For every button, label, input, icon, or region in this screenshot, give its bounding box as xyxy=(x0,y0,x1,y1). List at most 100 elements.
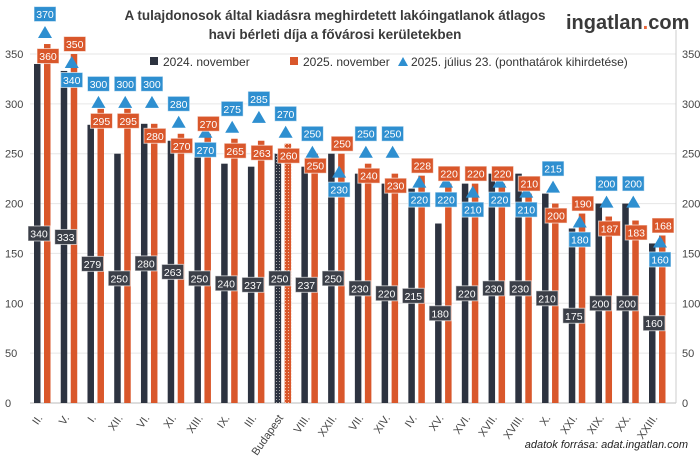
bar-2025 xyxy=(632,220,639,403)
data-label-2024-box xyxy=(80,255,104,272)
data-label-2024: 220 xyxy=(458,288,476,300)
legend-label: 2025. november xyxy=(303,55,390,69)
legend-label: 2024. november xyxy=(163,55,250,69)
data-label-2024-box xyxy=(161,263,185,280)
data-label-2025-box xyxy=(303,157,327,174)
data-label-july: 300 xyxy=(116,79,134,91)
data-label-july-box xyxy=(354,125,378,142)
data-label-2025: 200 xyxy=(547,211,565,223)
data-label-july: 160 xyxy=(651,254,669,266)
bar-2025 xyxy=(231,138,238,403)
data-label-2025: 350 xyxy=(66,39,84,51)
data-label-2025: 295 xyxy=(93,116,111,128)
data-label-2025: 250 xyxy=(307,161,325,173)
legend-triangle-icon xyxy=(398,57,408,66)
data-label-2024-box xyxy=(508,280,532,297)
data-label-2025: 265 xyxy=(226,146,244,158)
x-tick-label: IX. xyxy=(215,413,233,431)
data-label-2025: 220 xyxy=(440,169,458,181)
y-tick-label-left: 50 xyxy=(5,348,17,360)
y-tick-label-left: 300 xyxy=(5,99,23,111)
y-tick-label-left: 200 xyxy=(5,199,23,211)
data-label-july: 275 xyxy=(223,104,241,116)
data-label-july: 180 xyxy=(571,235,589,247)
triangle-marker-july xyxy=(118,95,133,108)
data-label-2024-box xyxy=(428,305,452,322)
data-label-2024: 250 xyxy=(324,273,342,285)
data-label-july: 270 xyxy=(277,109,295,121)
data-label-july-box xyxy=(407,191,431,208)
data-label-2025: 260 xyxy=(280,151,298,163)
data-label-july: 200 xyxy=(624,179,642,191)
x-tick-label: XV. xyxy=(427,413,446,434)
triangle-marker-july xyxy=(305,145,320,158)
triangle-marker-july xyxy=(572,215,587,228)
x-tick-label: VII. xyxy=(347,413,366,433)
data-label-july: 230 xyxy=(330,185,348,197)
data-label-2024: 237 xyxy=(298,280,316,292)
data-label-july: 270 xyxy=(197,145,215,157)
data-label-2025: 250 xyxy=(333,139,351,151)
x-tick-label: XX. xyxy=(614,413,634,434)
data-label-2025-box xyxy=(89,112,113,129)
data-label-july: 370 xyxy=(36,9,54,21)
data-label-2024-box xyxy=(348,280,372,297)
data-label-2025-box xyxy=(143,127,167,144)
data-label-2024-box xyxy=(589,295,613,312)
data-label-2025: 240 xyxy=(360,171,378,183)
bar-2025 xyxy=(124,108,131,403)
triangle-marker-july xyxy=(546,180,561,193)
x-tick-label: XVII. xyxy=(477,413,501,439)
data-label-july-box xyxy=(621,175,645,192)
logo-suffix: com xyxy=(648,12,690,34)
data-label-july-box xyxy=(327,181,351,198)
data-label-2024-box xyxy=(535,290,559,307)
data-label-2024: 200 xyxy=(592,298,610,310)
data-label-2024: 210 xyxy=(538,293,556,305)
x-tick-label: XII. xyxy=(106,413,125,433)
data-label-2025-box xyxy=(196,115,220,132)
data-label-2024-box xyxy=(107,270,131,287)
x-tick-label: XIII. xyxy=(185,413,206,436)
x-tick-label: XI. xyxy=(162,413,180,431)
y-tick-label-right: 350 xyxy=(682,49,700,61)
data-label-july-box xyxy=(113,75,137,92)
data-label-2024: 250 xyxy=(271,273,289,285)
data-label-2025: 228 xyxy=(414,161,432,173)
x-tick-label: XXI. xyxy=(558,413,580,437)
data-label-2024: 230 xyxy=(351,283,369,295)
data-label-july: 220 xyxy=(437,195,455,207)
bar-2025 xyxy=(70,54,78,403)
data-label-july-box xyxy=(595,175,619,192)
y-tick-label-right: 150 xyxy=(682,248,700,260)
data-label-july-box xyxy=(514,201,538,218)
triangle-marker-july xyxy=(332,165,347,178)
data-label-2025-box xyxy=(651,217,675,234)
data-label-july-box xyxy=(86,75,110,92)
legend-label: 2025. július 23. (ponthatárok kihirdetés… xyxy=(411,55,628,69)
triangle-marker-july xyxy=(385,145,400,158)
x-tick-label: VI. xyxy=(135,413,153,431)
data-label-july-box xyxy=(434,191,458,208)
data-label-2024: 250 xyxy=(110,273,128,285)
data-label-2024: 200 xyxy=(618,298,636,310)
data-label-2025-box xyxy=(250,144,274,161)
data-label-2025-box xyxy=(598,220,622,237)
triangle-marker-july xyxy=(626,195,641,208)
data-label-2025-box xyxy=(437,165,461,182)
data-label-july: 220 xyxy=(411,195,429,207)
y-tick-label-right: 100 xyxy=(682,298,700,310)
x-tick-label: XXIII. xyxy=(635,413,660,442)
data-label-2025-box xyxy=(517,175,541,192)
triangle-marker-july xyxy=(251,110,266,123)
data-label-2025-box xyxy=(116,112,140,129)
data-label-2024-box xyxy=(241,276,265,293)
data-label-july: 300 xyxy=(90,79,108,91)
data-label-2025-box xyxy=(491,165,515,182)
y-tick-label-right: 200 xyxy=(682,199,700,211)
data-label-2024-box xyxy=(27,225,51,242)
data-label-july: 210 xyxy=(464,205,482,217)
logo-dot: . xyxy=(642,12,649,34)
data-label-2024-box xyxy=(562,307,586,324)
